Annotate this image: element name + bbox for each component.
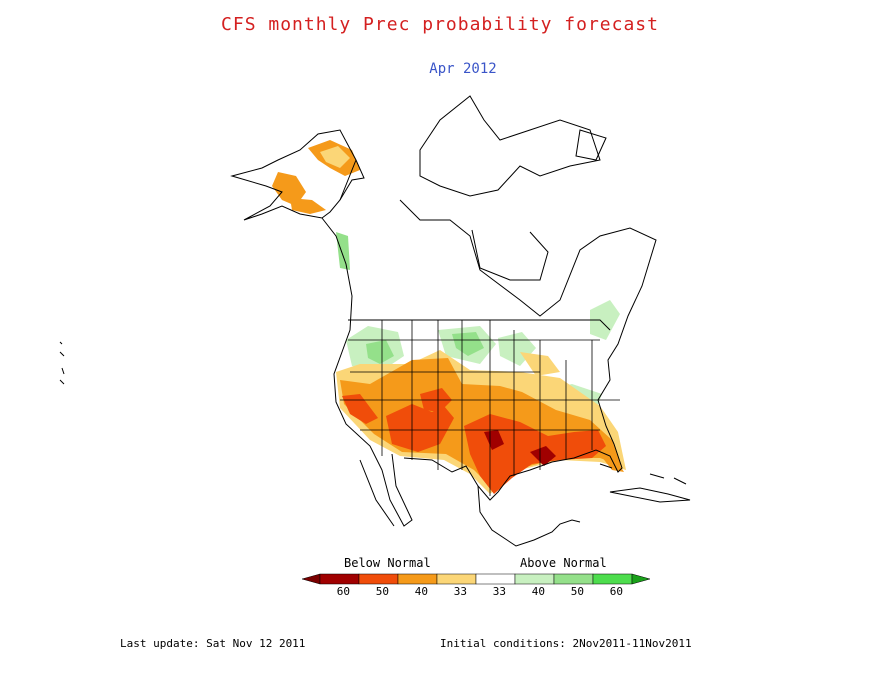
legend-arrow-high bbox=[631, 573, 651, 585]
california-below-50 bbox=[342, 394, 378, 424]
alaska-south-below-40 bbox=[290, 198, 326, 214]
greenland-edge bbox=[575, 129, 607, 161]
arizona-below-50 bbox=[386, 404, 454, 452]
legend-bin-1 bbox=[358, 573, 399, 585]
mexico-coast bbox=[477, 485, 581, 547]
legend-tick-4: 33 bbox=[492, 585, 507, 598]
legend-tick-6: 50 bbox=[570, 585, 585, 598]
initial-conditions: Initial conditions: 2Nov2011-11Nov2011 bbox=[440, 637, 692, 650]
legend-tick-7: 60 bbox=[609, 585, 624, 598]
map-title: CFS monthly Prec probability forecast bbox=[221, 14, 659, 35]
west-coast bbox=[321, 217, 413, 527]
alaska-outline bbox=[230, 129, 365, 221]
legend-tick-3: 33 bbox=[453, 585, 468, 598]
legend-bin-3 bbox=[436, 573, 477, 585]
canada-border bbox=[339, 159, 611, 331]
alaska-below-33 bbox=[320, 146, 350, 168]
legend-tick-2: 40 bbox=[414, 585, 429, 598]
legend-colorbar bbox=[301, 573, 651, 585]
baja bbox=[359, 459, 395, 527]
legend-tick-0: 60 bbox=[336, 585, 351, 598]
legend-bin-4 bbox=[475, 573, 516, 585]
state-boundaries bbox=[340, 320, 620, 496]
dakota-above-50 bbox=[452, 332, 484, 356]
legend-above-normal: Above Normal bbox=[520, 556, 607, 570]
legend-tick-5: 40 bbox=[531, 585, 546, 598]
florida-below-40 bbox=[598, 452, 624, 472]
montana-above-50 bbox=[366, 340, 394, 364]
arctic-islands bbox=[419, 95, 601, 197]
pacific-nw-above-40 bbox=[336, 232, 350, 270]
legend-below-normal: Below Normal bbox=[344, 556, 431, 570]
legend-bin-0 bbox=[319, 573, 360, 585]
legend-bin-5 bbox=[514, 573, 555, 585]
last-update: Last update: Sat Nov 12 2011 bbox=[120, 637, 306, 650]
hudson-bay bbox=[471, 229, 549, 281]
cuba bbox=[609, 487, 691, 503]
map-subtitle: Apr 2012 bbox=[429, 61, 497, 77]
legend-bin-6 bbox=[553, 573, 594, 585]
legend-tick-1: 50 bbox=[375, 585, 390, 598]
legend-bin-7 bbox=[592, 573, 633, 585]
texas-below-60 bbox=[484, 430, 504, 450]
hawaii bbox=[59, 341, 65, 385]
caribbean bbox=[599, 463, 687, 485]
alaska-west-below-40 bbox=[272, 172, 306, 206]
newengland-above-40 bbox=[590, 300, 620, 340]
louisiana-below-60 bbox=[530, 446, 556, 466]
probability-shading bbox=[272, 140, 626, 494]
legend-bin-2 bbox=[397, 573, 438, 585]
legend-arrow-low bbox=[301, 573, 321, 585]
